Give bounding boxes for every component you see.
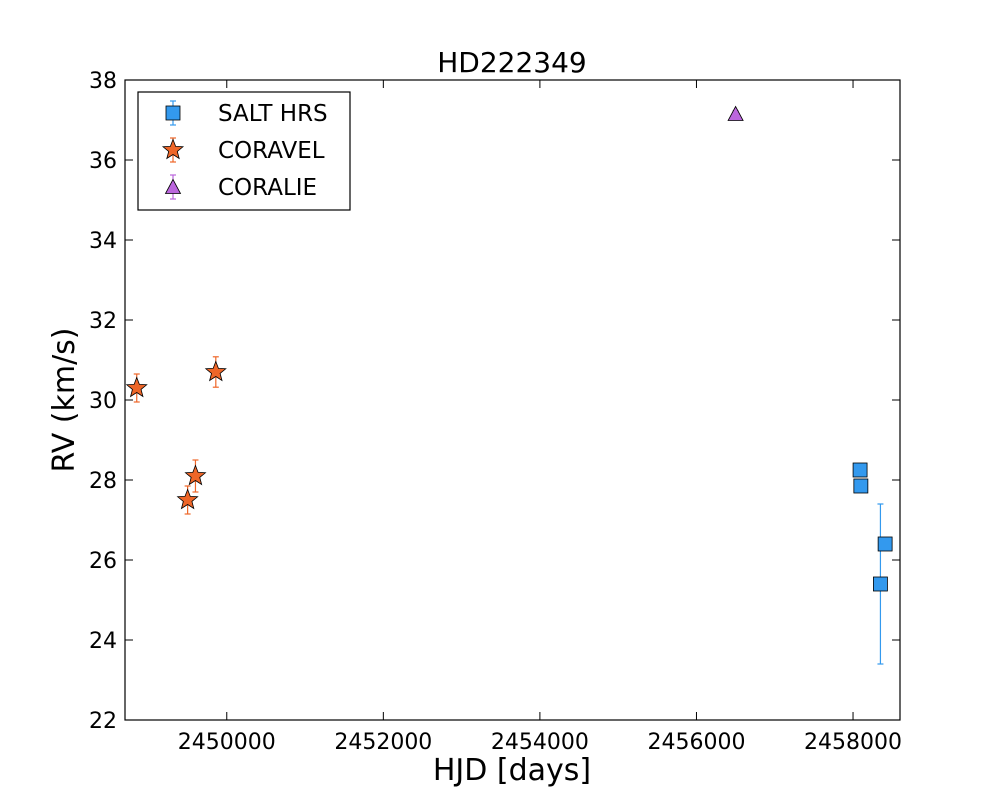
y-tick-label: 24 [89,629,117,654]
series-coralie [727,105,744,121]
salt-hrs-point [853,478,869,494]
y-tick-label: 36 [89,149,117,174]
y-tick-label: 38 [89,69,117,94]
y-tick-label: 30 [89,389,117,414]
salt-hrs-point [873,576,888,592]
y-axis-label: RV (km/s) [47,327,82,472]
coravel-point [204,360,227,382]
legend-marker [164,178,182,194]
x-tick-label: 2452000 [334,730,432,755]
legend-marker [165,105,181,121]
coravel-point [176,488,199,510]
coravel-point [125,376,148,398]
y-tick-label: 34 [89,229,117,254]
x-tick-label: 2456000 [647,730,745,755]
chart-title: HD222349 [437,46,587,79]
legend-label: SALT HRS [218,101,328,127]
y-tick-label: 32 [89,309,117,334]
coravel-point [184,464,207,486]
x-axis-label: HJD [days] [433,753,591,788]
coralie-point [727,105,744,121]
y-tick-label: 28 [89,469,117,494]
series-salt-hrs [852,462,893,665]
legend-marker [161,138,185,160]
legend: SALT HRS CORAVEL CORALIE [137,91,351,211]
x-tick-label: 2454000 [491,730,589,755]
y-tick-label: 26 [89,549,117,574]
x-axis: 2450000 2452000 2454000 2456000 2458000 [178,80,902,755]
y-axis: 22 24 26 28 30 32 34 36 38 [89,69,900,734]
y-tick-label: 22 [89,709,117,734]
x-tick-label: 2450000 [178,730,276,755]
x-tick-label: 2458000 [804,730,902,755]
legend-label: CORALIE [218,175,317,201]
legend-label: CORAVEL [218,138,325,164]
salt-hrs-point [852,462,868,478]
data-marks [125,105,893,665]
salt-hrs-point [877,536,893,552]
series-coravel [125,356,227,515]
